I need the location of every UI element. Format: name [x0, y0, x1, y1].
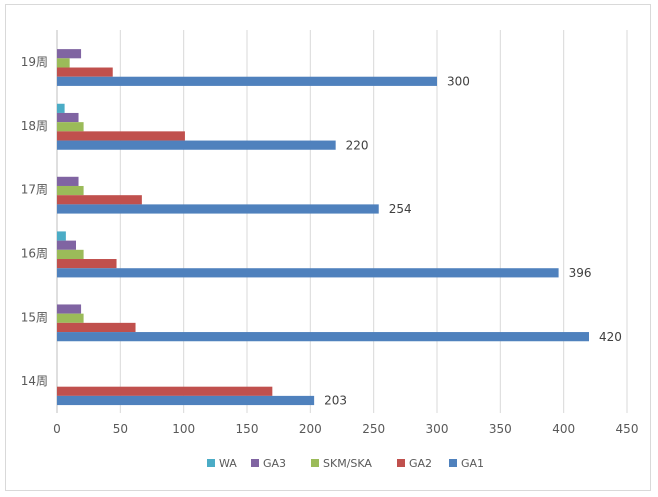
legend-swatch [207, 459, 215, 467]
bar [57, 67, 113, 77]
y-category-label: 16周 [21, 246, 48, 260]
legend-label: GA1 [461, 457, 484, 470]
bar [57, 249, 84, 260]
legend-label: WA [219, 457, 237, 470]
y-category-label: 18周 [21, 119, 48, 133]
legend-label: GA3 [263, 457, 286, 470]
x-tick-label: 450 [616, 422, 639, 436]
bar [57, 195, 142, 205]
legend-label: SKM/SKA [323, 457, 372, 470]
bar [57, 304, 82, 314]
bar [57, 386, 273, 396]
y-category-label: 17周 [21, 183, 48, 197]
bar [57, 332, 589, 342]
bar [57, 268, 559, 278]
data-label: 203 [324, 394, 347, 408]
bar [57, 76, 437, 86]
bar [57, 140, 336, 150]
x-tick-label: 150 [236, 422, 259, 436]
legend-swatch [251, 459, 259, 467]
legend-swatch [311, 459, 319, 467]
y-category-label: 19周 [21, 55, 48, 69]
data-label: 396 [569, 266, 592, 280]
bar [57, 112, 79, 123]
legend-swatch [449, 459, 457, 467]
x-tick-label: 0 [53, 422, 61, 436]
x-tick-label: 200 [299, 422, 322, 436]
bar [57, 259, 117, 269]
x-tick-label: 250 [362, 422, 385, 436]
legend-swatch [397, 459, 405, 467]
data-label: 220 [346, 138, 369, 152]
bar [57, 240, 76, 250]
data-label: 420 [599, 330, 622, 344]
bar [57, 103, 65, 113]
x-tick-label: 100 [172, 422, 195, 436]
x-tick-label: 400 [552, 422, 575, 436]
legend-label: GA2 [409, 457, 432, 470]
bar [57, 204, 379, 214]
x-tick-label: 350 [489, 422, 512, 436]
bar [57, 176, 79, 186]
y-category-label: 15周 [21, 310, 48, 324]
bar [57, 122, 84, 132]
y-category-label: 14周 [21, 374, 48, 388]
bar [57, 313, 84, 323]
data-label: 254 [389, 202, 412, 216]
bar [57, 131, 185, 141]
bar [57, 49, 82, 59]
bar [57, 322, 136, 333]
x-tick-label: 50 [113, 422, 128, 436]
bar [57, 58, 70, 68]
bar [57, 231, 66, 241]
bar [57, 185, 84, 196]
data-label: 300 [447, 74, 470, 88]
bar [57, 395, 315, 406]
x-tick-label: 300 [426, 422, 449, 436]
